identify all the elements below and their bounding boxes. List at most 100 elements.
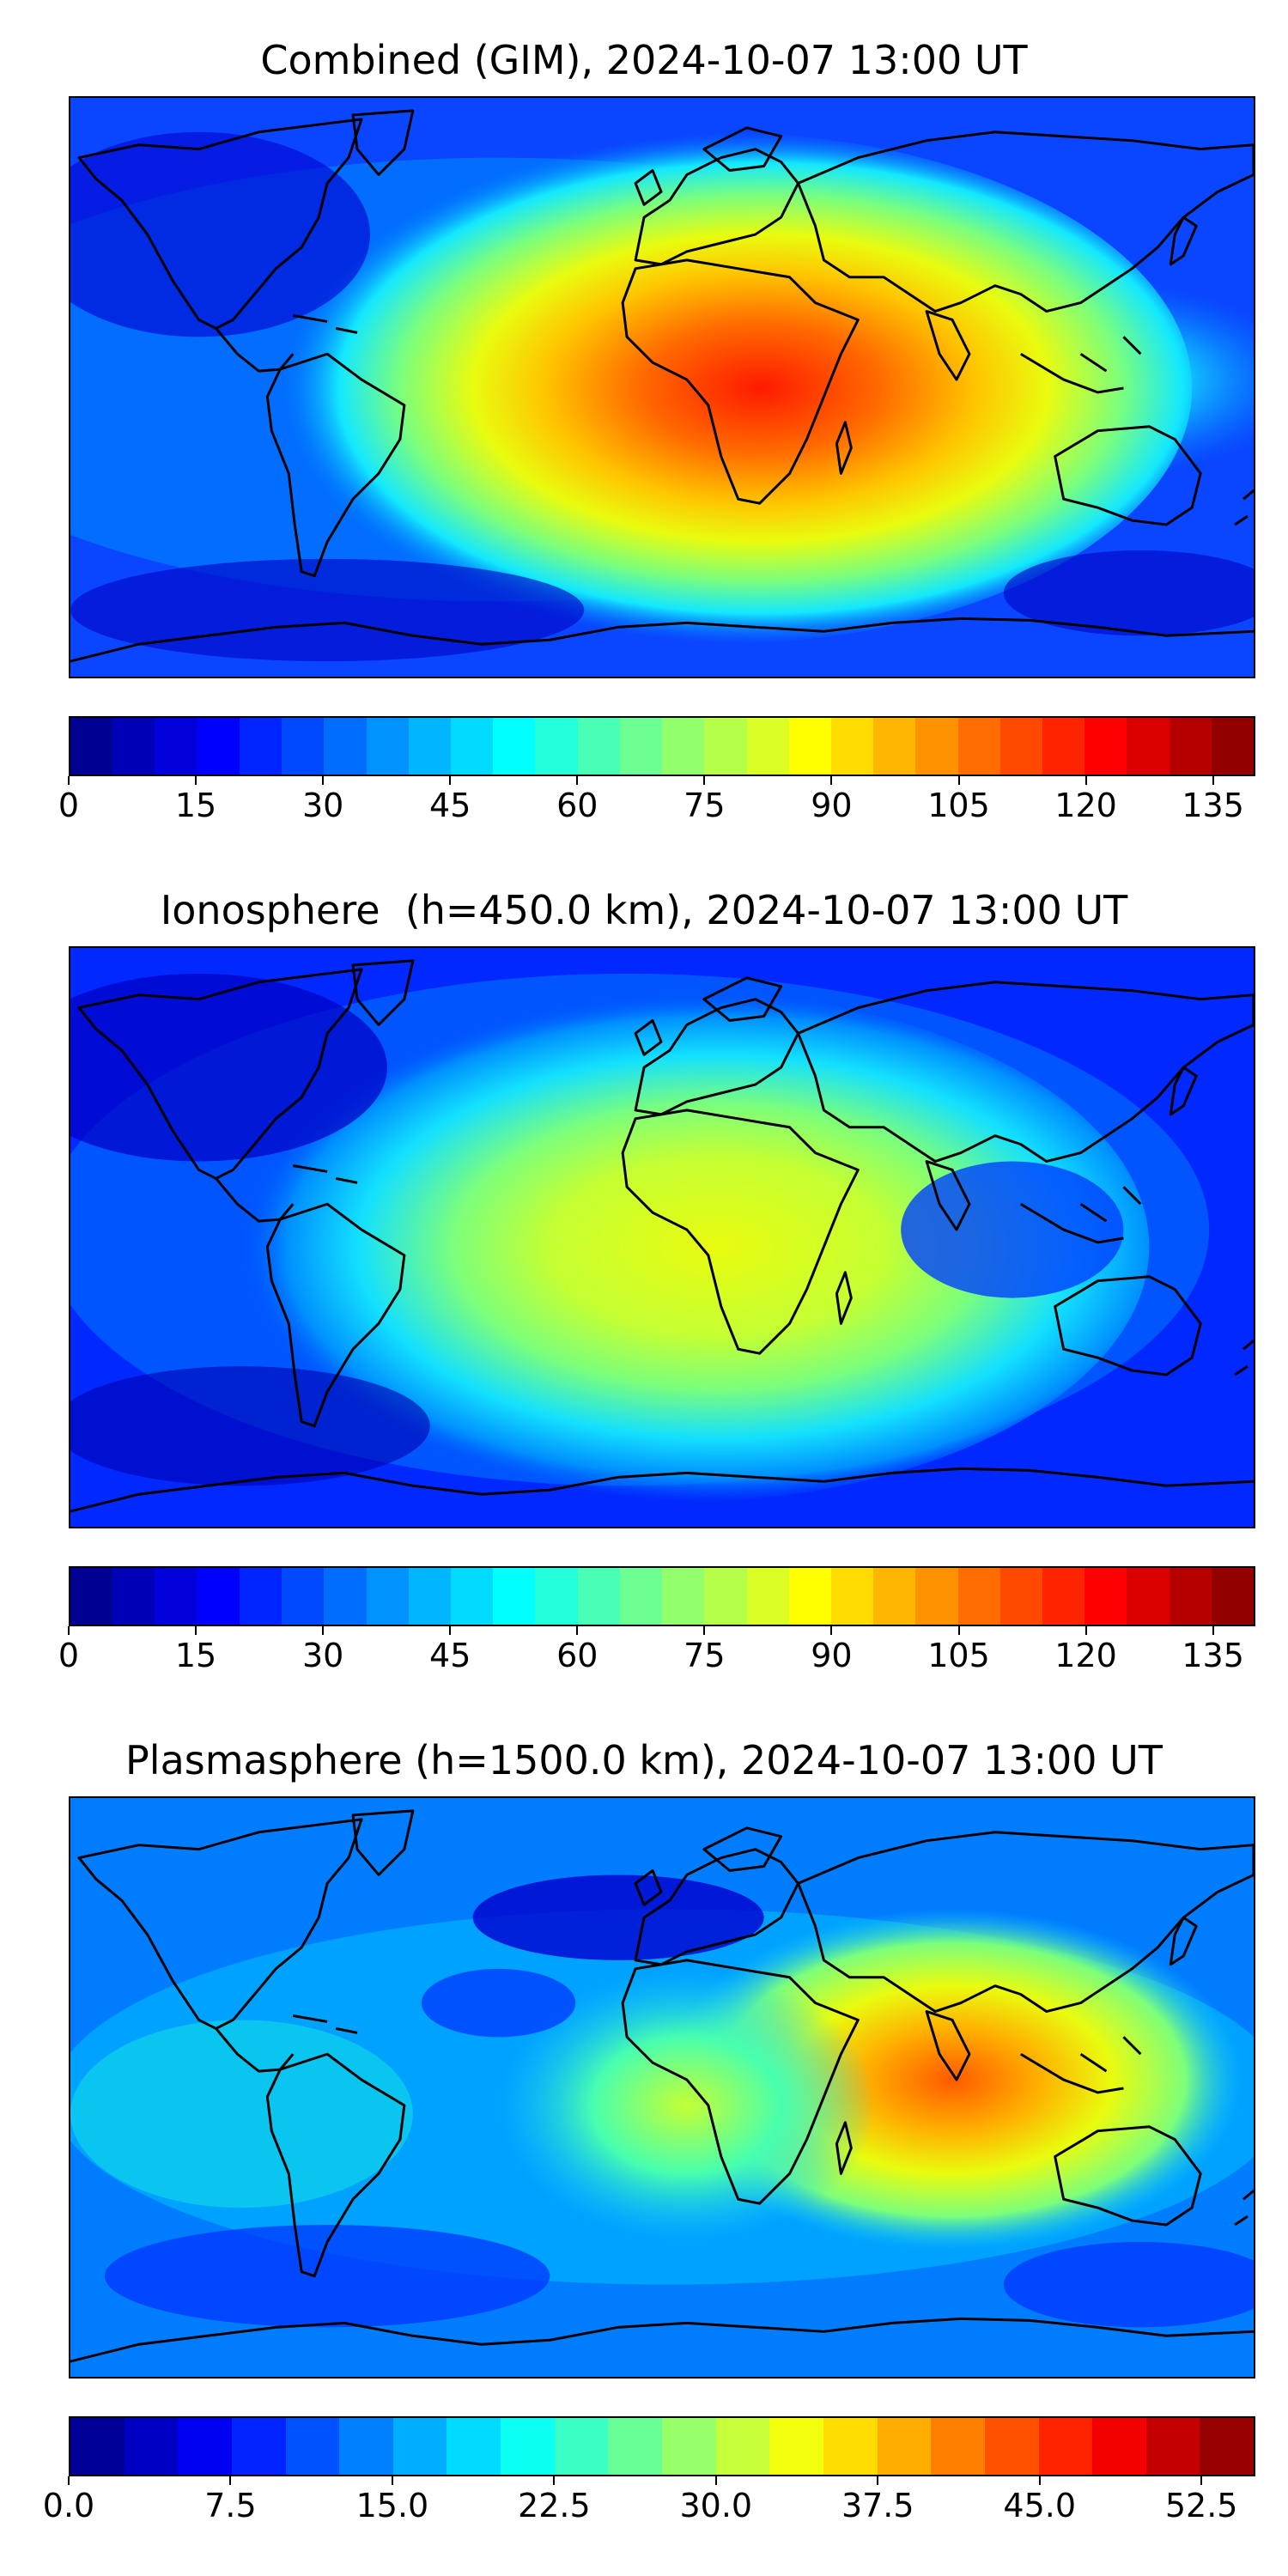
colorbar-tick-label: 0 [58,787,80,824]
colorbar-segment [873,1568,916,1625]
map-ionosphere-svg [70,948,1254,1527]
colorbar-segment [197,718,240,775]
colorbar-tick [229,2476,232,2485]
colorbar-segment [324,1568,367,1625]
colorbar-segment [1200,2418,1255,2475]
colorbar-tick-label: 30 [301,787,344,824]
colorbar-segment [704,718,747,775]
colorbar-segment [608,2418,663,2475]
colorbar-tick-label: 60 [556,787,598,824]
map-combined-svg [70,98,1254,677]
colorbar-segment [450,1568,494,1625]
colorbar-segment [999,1568,1043,1625]
map-ionosphere [69,946,1255,1528]
colorbar-segment [535,718,578,775]
panel-title-ionosphere: Ionosphere (h=450.0 km), 2024-10-07 13:0… [160,887,1128,933]
colorbar-tick-label: 90 [811,1637,853,1674]
map-combined [69,96,1255,678]
colorbar-segment [554,2418,609,2475]
colorbar-segment [239,718,283,775]
colorbar-tick-label: 7.5 [204,2487,257,2524]
colorbar-segment [1169,718,1212,775]
colorbar-tick-label: 105 [927,1637,990,1674]
colorbar-segment [769,2418,823,2475]
colorbar-tick-label: 0.0 [42,2487,95,2524]
colorbar-segment [873,718,916,775]
colorbar-segment [408,718,451,775]
colorbar-segment [957,718,1000,775]
colorbar-segment [324,718,367,775]
colorbar-tick [68,1626,70,1635]
colorbar-tick-label: 15 [174,787,217,824]
colorbar-tick-label: 0 [58,1637,80,1674]
colorbar-tick-label: 120 [1054,1637,1117,1674]
colorbar-tick [703,776,706,785]
colorbar-tick [576,1626,579,1635]
colorbar-tick-label: 45.0 [1003,2487,1077,2524]
colorbar-tick-label: 15 [174,1637,217,1674]
colorbar-tick-label: 60 [556,1637,598,1674]
colorbar-tick [449,1626,452,1635]
colorbar-tick [703,1626,706,1635]
colorbar-segment [339,2418,393,2475]
colorbar-segment [70,1568,113,1625]
colorbar-segment [1038,2418,1093,2475]
colorbar-tick [391,2476,393,2485]
colorbar-segment [619,1568,663,1625]
colorbar-segment [704,1568,747,1625]
colorbar-segment [823,2418,878,2475]
colorbar-segment [366,1568,409,1625]
colorbar-segment [1211,1568,1255,1625]
colorbar-tick [1200,2476,1203,2485]
colorbar-tick [1084,776,1087,785]
colorbar-tick [1212,1626,1214,1635]
colorbar-tick-label: 75 [683,1637,726,1674]
map-plasmasphere-svg [70,1798,1254,2377]
colorbar-segment [112,718,155,775]
colorbar-tick-label: 45 [429,787,471,824]
colorbar-tick-label: 105 [927,787,990,824]
colorbar-segment [408,1568,451,1625]
colorbar-segment [1127,1568,1170,1625]
colorbar-segment [282,1568,325,1625]
colorbar-segment [931,2418,985,2475]
colorbar-tick-label: 37.5 [841,2487,914,2524]
colorbar-segment [178,2418,232,2475]
map-plasmasphere [69,1796,1255,2379]
colorbar-segment [1145,2418,1200,2475]
colorbar-segment [746,1568,789,1625]
colorbar-tick [1084,1626,1087,1635]
colorbar-tick [830,1626,833,1635]
colorbar-segment [285,2418,340,2475]
colorbar-ionosphere [69,1566,1255,1626]
colorbar-segment [1042,1568,1085,1625]
colorbar-segment [1092,2418,1146,2475]
colorbar-segment [450,718,494,775]
colorbar-tick-label: 120 [1054,787,1117,824]
colorbar-segment [577,718,620,775]
colorbar-segment [1042,718,1085,775]
colorbar-segment [1084,1568,1127,1625]
colorbar-segment [957,1568,1000,1625]
colorbar-tick-label: 30 [301,1637,344,1674]
colorbar-segment [493,718,536,775]
colorbar-tick-label: 135 [1182,1637,1244,1674]
colorbar-tick-label: 45 [429,1637,471,1674]
colorbar-tick [322,776,325,785]
colorbar-tick-label: 52.5 [1164,2487,1238,2524]
colorbar-segment [197,1568,240,1625]
colorbar-tick [1038,2476,1041,2485]
colorbar-segment [915,1568,958,1625]
colorbar-segment [239,1568,283,1625]
colorbar-plasmasphere [69,2416,1255,2476]
colorbar-segment [830,718,874,775]
colorbar-segment [366,718,409,775]
colorbar-tick [322,1626,325,1635]
colorbar-segment [1084,718,1127,775]
colorbar-segment [535,1568,578,1625]
colorbar-segment [70,718,113,775]
colorbar-tick-label: 75 [683,787,726,824]
colorbar-tick-label: 30.0 [679,2487,753,2524]
colorbar-segment [984,2418,1039,2475]
colorbar-tick [957,1626,960,1635]
